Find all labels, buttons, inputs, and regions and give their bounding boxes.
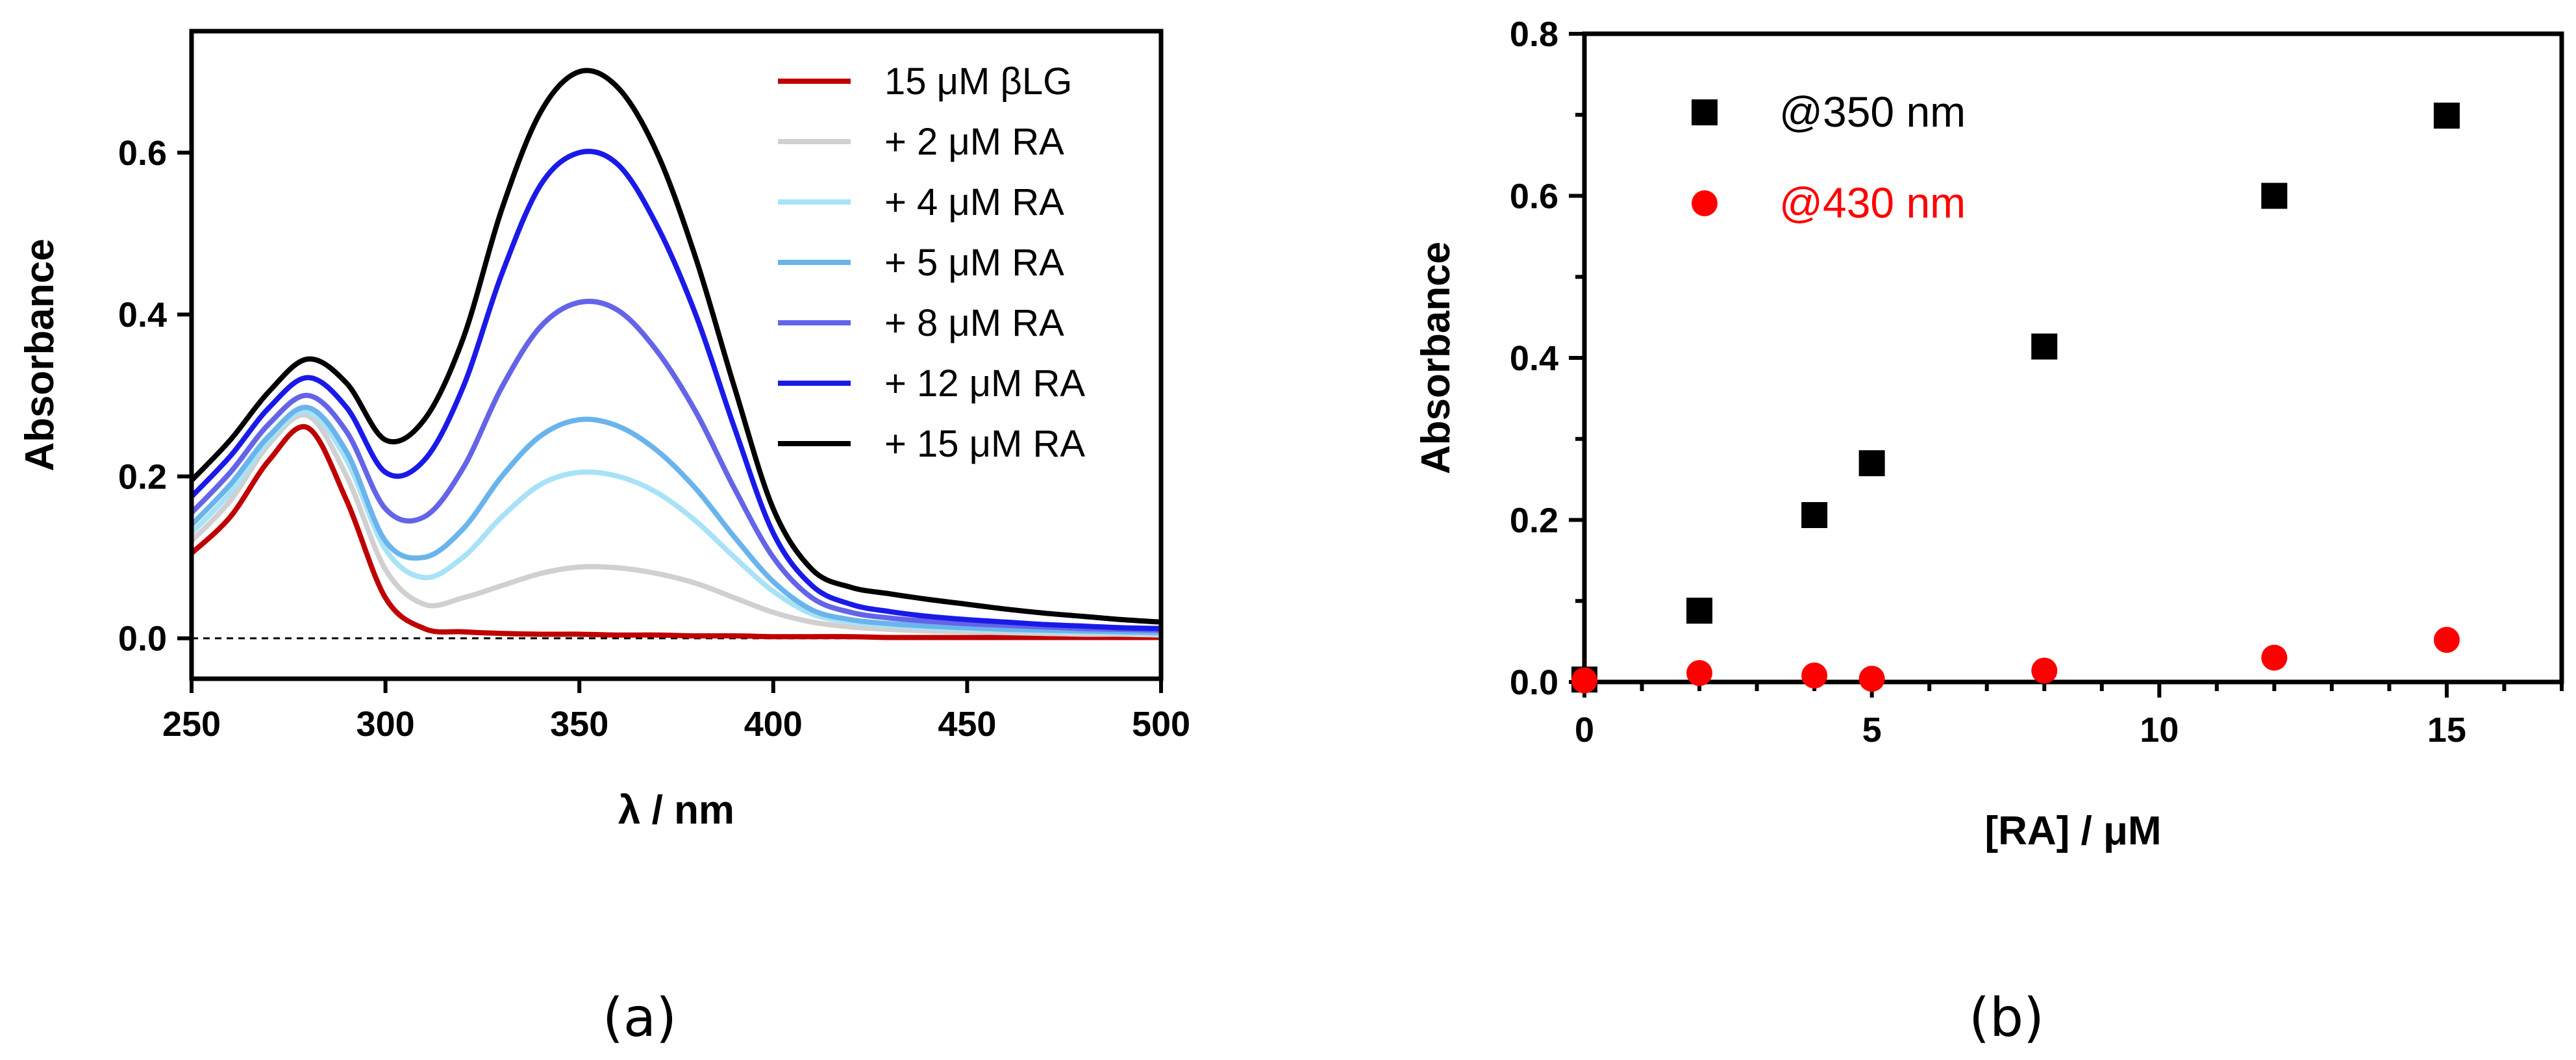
data-point-430nm bbox=[1858, 666, 1885, 692]
data-point-350nm bbox=[1686, 598, 1713, 624]
data-point-350nm bbox=[2433, 102, 2460, 129]
y-tick-label-3: 0.6 bbox=[1510, 177, 1558, 216]
legend-entry-6: + 15 μM RA bbox=[884, 423, 1085, 465]
series-line-3 bbox=[190, 405, 1162, 635]
y-tick-label-1: 0.2 bbox=[1510, 501, 1558, 540]
x-tick-label-2: 10 bbox=[2140, 711, 2179, 750]
data-point-350nm bbox=[1801, 502, 1828, 529]
x-tick-label-4: 450 bbox=[938, 705, 996, 744]
legend-marker-1 bbox=[1692, 190, 1718, 216]
legend-marker-0 bbox=[1692, 99, 1718, 125]
plot-frame bbox=[1582, 31, 2564, 685]
legend-entry-4: + 8 μM RA bbox=[884, 302, 1064, 344]
x-tick-label-1: 5 bbox=[1862, 711, 1882, 750]
series-line-6 bbox=[190, 68, 1162, 625]
data-point-350nm bbox=[1858, 450, 1885, 477]
x-tick-label-0: 0 bbox=[1575, 711, 1594, 750]
series-line-5 bbox=[190, 149, 1162, 631]
x-tick-label-5: 500 bbox=[1132, 705, 1190, 744]
legend-entry-3: + 5 μM RA bbox=[884, 242, 1064, 284]
series-line-4 bbox=[190, 298, 1162, 633]
y-axis-label: Absorbance bbox=[1414, 242, 1458, 474]
legend-entry-1: @430 nm bbox=[1779, 179, 1966, 227]
panel-b-scatter-chart: 0 5 10 15 0.0 0.2 0.4 0.6 0.8 [RA] / μM Absorbance… bbox=[1414, 15, 2564, 1049]
panel-a-spectra-chart: 250 300 350 400 450 500 0.0 0.2 0.4 0.6 λ / nm Abso… bbox=[18, 29, 1190, 1049]
y-tick-label-0: 0.0 bbox=[118, 620, 167, 659]
x-tick-label-2: 350 bbox=[550, 705, 608, 744]
x-tick-label-1: 300 bbox=[356, 705, 415, 744]
data-point-430nm bbox=[2433, 627, 2460, 653]
x-tick-label-0: 250 bbox=[162, 705, 221, 744]
legend-entry-0: 15 μM βLG bbox=[884, 60, 1072, 103]
data-point-430nm bbox=[1686, 660, 1713, 687]
y-tick-label-1: 0.2 bbox=[118, 457, 167, 496]
data-point-430nm bbox=[1801, 662, 1828, 689]
data-point-430nm bbox=[2261, 644, 2288, 671]
legend-entry-1: + 2 μM RA bbox=[884, 121, 1064, 163]
x-axis-label: λ / nm bbox=[618, 788, 734, 833]
y-tick-label-3: 0.6 bbox=[118, 134, 167, 173]
y-tick-label-0: 0.0 bbox=[1510, 663, 1558, 702]
series-line-0 bbox=[190, 423, 1161, 640]
panel-label-a: (a) bbox=[603, 987, 677, 1049]
x-axis-label: [RA] / μM bbox=[1984, 809, 2161, 853]
y-axis-label: Absorbance bbox=[18, 238, 62, 471]
y-tick-label-4: 0.8 bbox=[1510, 15, 1558, 54]
legend-entry-2: + 4 μM RA bbox=[884, 181, 1064, 223]
panel-label-b: (b) bbox=[1969, 987, 2044, 1049]
data-point-430nm bbox=[2031, 657, 2058, 684]
x-tick-label-3: 400 bbox=[744, 705, 803, 744]
data-point-350nm bbox=[2261, 183, 2288, 209]
legend-entry-0: @350 nm bbox=[1779, 88, 1966, 136]
y-tick-label-2: 0.4 bbox=[1510, 339, 1558, 378]
x-tick-label-3: 15 bbox=[2427, 711, 2466, 750]
data-point-350nm bbox=[2031, 333, 2058, 360]
plot-frame bbox=[189, 29, 1164, 681]
data-point-430nm bbox=[1571, 667, 1597, 694]
legend-entry-5: + 12 μM RA bbox=[884, 362, 1085, 405]
y-tick-label-2: 0.4 bbox=[118, 296, 167, 334]
